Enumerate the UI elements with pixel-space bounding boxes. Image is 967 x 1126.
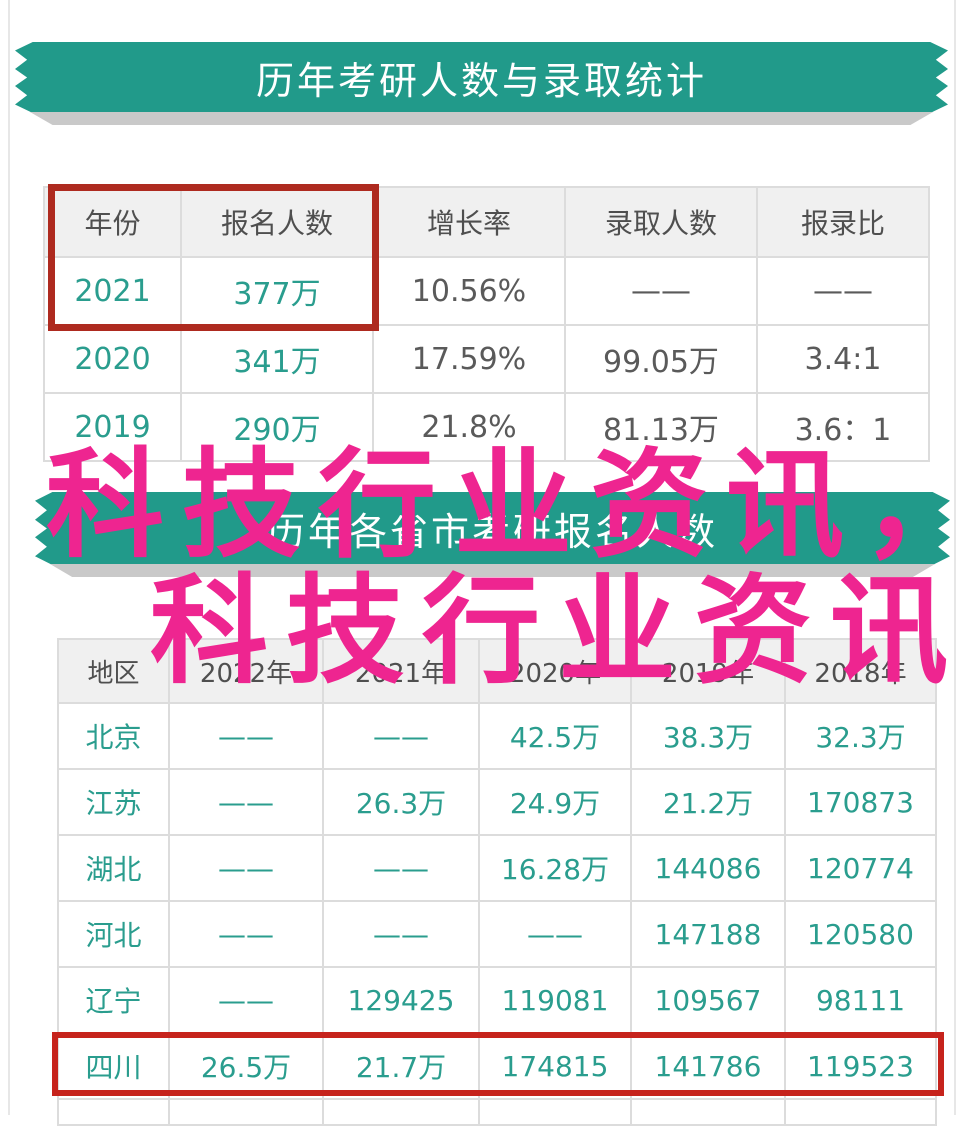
table-row-sichuan: 四川 26.5万 21.7万 174815 141786 119523 — [57, 1032, 937, 1100]
banner-admission-stats: 历年考研人数与录取统计 — [15, 42, 948, 113]
table-cell: 16.28万 — [478, 834, 632, 902]
province-cell: 辽宁 — [57, 966, 170, 1034]
table-cell: 120580 — [784, 900, 937, 968]
banner-shadow — [30, 112, 933, 125]
table-cell: —— — [168, 768, 324, 836]
province-cell: 河北 — [57, 900, 170, 968]
table-row-2019: 2019 290万 21.8% 81.13万 3.6：1 — [43, 392, 930, 462]
table-cell: —— — [564, 256, 758, 326]
table-cell: 99.05万 — [564, 324, 758, 394]
table-cell: 38.3万 — [630, 702, 786, 770]
table-cell: —— — [168, 702, 324, 770]
table-header-row: 地区 2022年 2021年 2020年 2019年 2018年 — [57, 638, 937, 704]
table-cell: 147188 — [630, 900, 786, 968]
table-cell: 42.5万 — [478, 702, 632, 770]
province-cell: 湖北 — [57, 834, 170, 902]
table-row-jiangsu: 江苏 —— 26.3万 24.9万 21.2万 170873 — [57, 768, 937, 836]
table-cell — [168, 1098, 324, 1126]
banner-title: 历年各省市考研报名人数 — [266, 510, 718, 554]
watermark-line1: 科技行业资讯， — [46, 436, 967, 574]
table-row-beijing: 北京 —— —— 42.5万 38.3万 32.3万 — [57, 702, 937, 770]
table-cell: —— — [322, 834, 480, 902]
page-border-left — [8, 0, 10, 1115]
admission-stats-table: 年份 报名人数 增长率 录取人数 报录比 2021 377万 10.56% ——… — [43, 186, 930, 462]
table-cell: —— — [478, 900, 632, 968]
table-cell — [478, 1098, 632, 1126]
table-cell: 170873 — [784, 768, 937, 836]
column-header: 2019年 — [630, 638, 786, 704]
province-cell: 四川 — [57, 1032, 170, 1100]
column-header: 2020年 — [478, 638, 632, 704]
table-cell: 129425 — [322, 966, 480, 1034]
table-row-2020: 2020 341万 17.59% 99.05万 3.4:1 — [43, 324, 930, 394]
table-cell: 2021 — [43, 256, 182, 326]
table-cell — [784, 1098, 937, 1126]
table-cell: 10.56% — [372, 256, 566, 326]
table-row-hubei: 湖北 —— —— 16.28万 144086 120774 — [57, 834, 937, 902]
table-row-hebei: 河北 —— —— —— 147188 120580 — [57, 900, 937, 968]
column-header: 2018年 — [784, 638, 937, 704]
table-cell: —— — [168, 966, 324, 1034]
table-cell — [630, 1098, 786, 1126]
table-cell: —— — [756, 256, 930, 326]
table-row-2021: 2021 377万 10.56% —— —— — [43, 256, 930, 326]
table-cell: 32.3万 — [784, 702, 937, 770]
column-header: 报名人数 — [180, 186, 374, 258]
watermark-line2: 科技行业资讯 — [150, 562, 967, 700]
banner-title: 历年考研人数与录取统计 — [255, 59, 707, 103]
banner-shadow — [50, 564, 935, 577]
table-cell: 2019 — [43, 392, 182, 462]
page-border-right — [954, 0, 956, 1115]
table-cell: —— — [168, 900, 324, 968]
column-header: 年份 — [43, 186, 182, 258]
table-cell: 24.9万 — [478, 768, 632, 836]
table-cell: 3.6：1 — [756, 392, 930, 462]
table-cell: 109567 — [630, 966, 786, 1034]
table-cell: 377万 — [180, 256, 374, 326]
highlight-box-2021-applicants — [48, 184, 379, 331]
table-cell: 174815 — [478, 1032, 632, 1100]
table-cell: 119523 — [784, 1032, 937, 1100]
table-cell: 17.59% — [372, 324, 566, 394]
table-cell: 120774 — [784, 834, 937, 902]
province-cell: 江苏 — [57, 768, 170, 836]
table-cell: 144086 — [630, 834, 786, 902]
highlight-box-sichuan-row — [52, 1032, 944, 1096]
table-cell — [57, 1098, 170, 1126]
table-cell: 26.5万 — [168, 1032, 324, 1100]
table-cell: 119081 — [478, 966, 632, 1034]
column-header: 2021年 — [322, 638, 480, 704]
table-cell: 290万 — [180, 392, 374, 462]
table-cell: 21.8% — [372, 392, 566, 462]
table-cell: 81.13万 — [564, 392, 758, 462]
table-cell: —— — [322, 900, 480, 968]
table-cell: —— — [322, 702, 480, 770]
column-header: 2022年 — [168, 638, 324, 704]
table-cell: 3.4:1 — [756, 324, 930, 394]
table-cell: 21.7万 — [322, 1032, 480, 1100]
column-header: 增长率 — [372, 186, 566, 258]
table-row-partial — [57, 1098, 937, 1126]
column-header: 地区 — [57, 638, 170, 704]
table-cell: 26.3万 — [322, 768, 480, 836]
column-header: 录取人数 — [564, 186, 758, 258]
province-applicants-table: 地区 2022年 2021年 2020年 2019年 2018年 北京 —— —… — [57, 638, 937, 1126]
table-cell: —— — [168, 834, 324, 902]
table-cell: 21.2万 — [630, 768, 786, 836]
table-header-row: 年份 报名人数 增长率 录取人数 报录比 — [43, 186, 930, 258]
table-cell: 2020 — [43, 324, 182, 394]
banner-province-stats: 历年各省市考研报名人数 — [35, 492, 950, 565]
table-cell: 341万 — [180, 324, 374, 394]
province-cell: 北京 — [57, 702, 170, 770]
table-cell — [322, 1098, 480, 1126]
table-row-liaoning: 辽宁 —— 129425 119081 109567 98111 — [57, 966, 937, 1034]
table-cell: 98111 — [784, 966, 937, 1034]
column-header: 报录比 — [756, 186, 930, 258]
